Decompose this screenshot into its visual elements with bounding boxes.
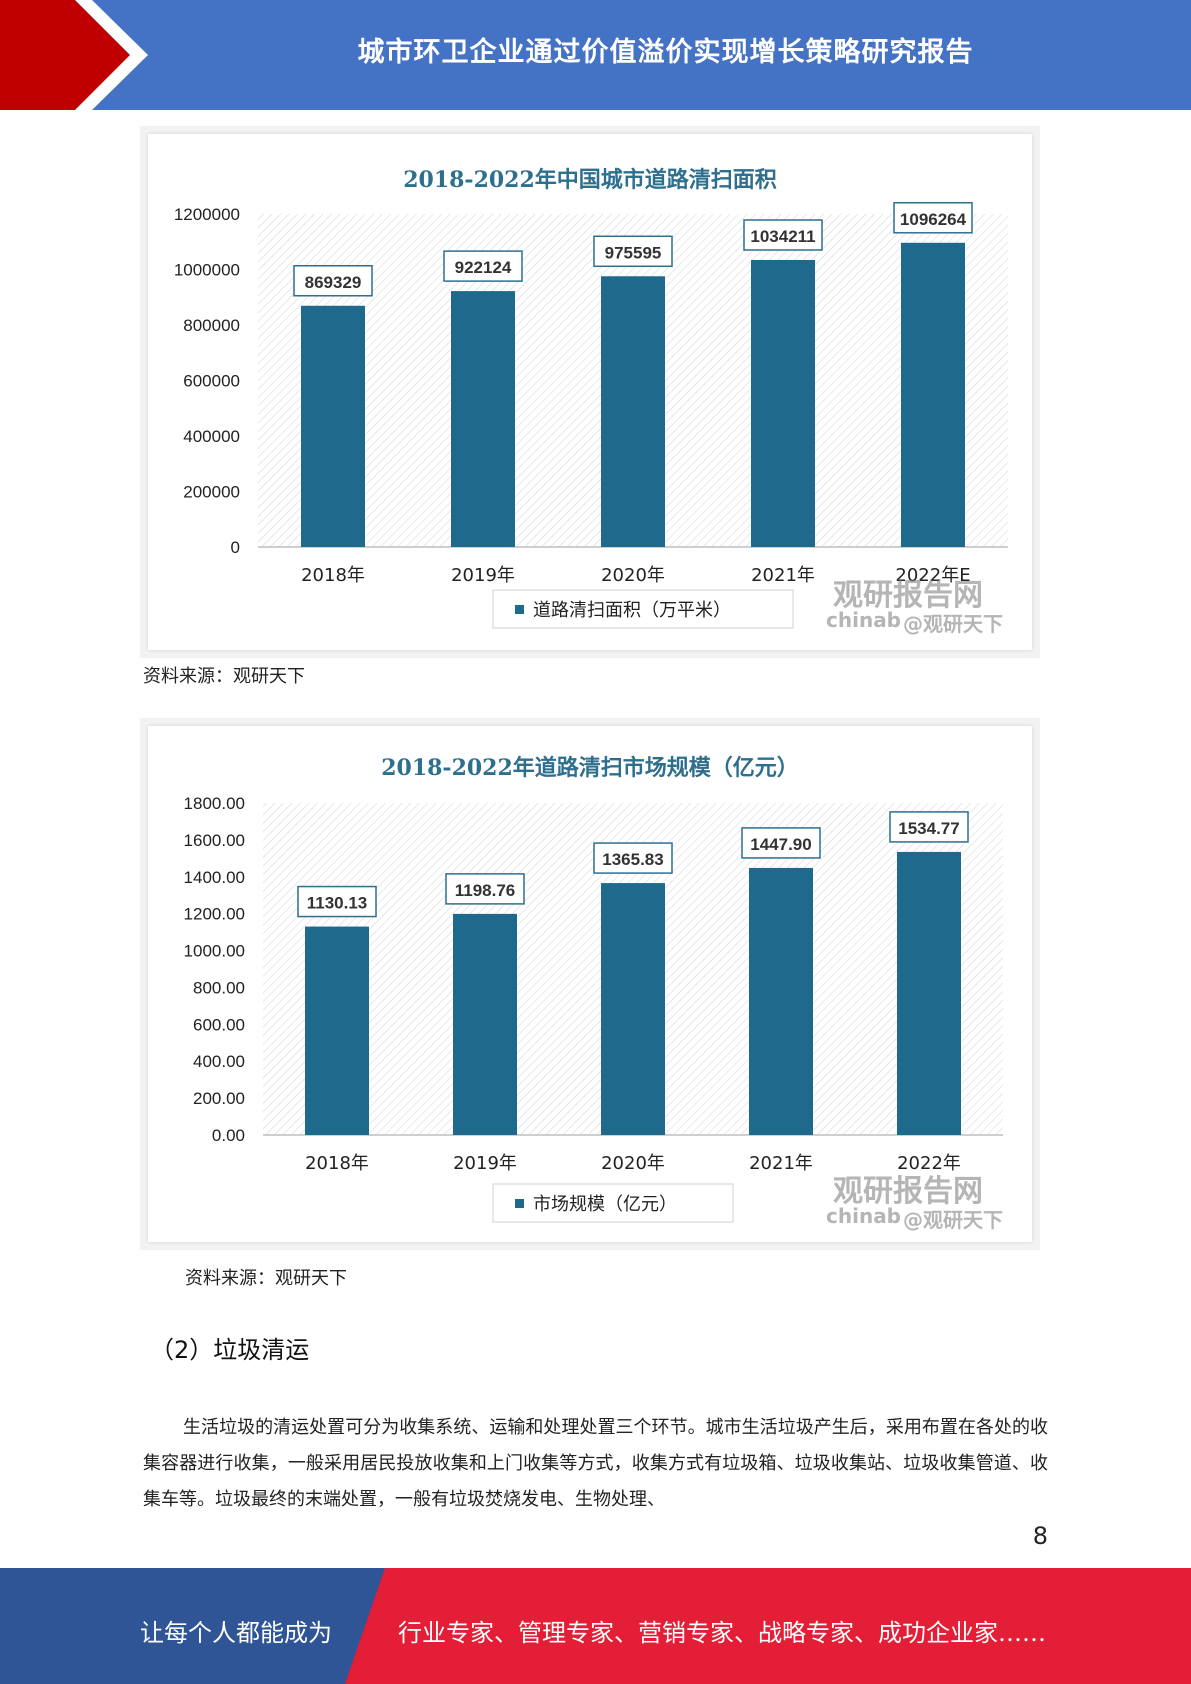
- x-tick-label: 2022年: [897, 1153, 961, 1174]
- watermark-handle-2: @观研天下: [903, 1208, 1003, 1232]
- data-label-box: [443, 250, 523, 282]
- legend-swatch: [515, 1199, 524, 1208]
- data-label-box: [297, 885, 377, 918]
- x-tick-label: 2021年: [751, 565, 815, 586]
- y-tick-label: 1600.00: [184, 831, 245, 850]
- footer-slogan-left: 让每个人都能成为: [140, 1619, 332, 1647]
- data-label-box: [743, 219, 823, 251]
- page-number: 8: [1032, 1522, 1048, 1550]
- y-tick-label: 1200.00: [184, 905, 245, 924]
- bar-2018年: [305, 926, 369, 1135]
- watermark-handle-1: @观研天下: [903, 612, 1003, 636]
- bar-2020年: [601, 276, 665, 547]
- data-label: 1534.77: [898, 819, 959, 838]
- data-label: 975595: [605, 243, 662, 262]
- y-tick-label: 600000: [183, 372, 240, 391]
- body-paragraph: 生活垃圾的清运处置可分为收集系统、运输和处理处置三个环节。城市生活垃圾产生后，采…: [143, 1417, 1048, 1510]
- data-label: 1365.83: [602, 850, 663, 869]
- y-tick-label: 1000000: [174, 261, 240, 280]
- section-heading: （2）垃圾清运: [150, 1336, 310, 1364]
- watermark-domain-1: chinab: [826, 608, 901, 632]
- x-tick-label: 2020年: [601, 565, 665, 586]
- data-label-box: [893, 202, 973, 234]
- legend-label: 道路清扫面积（万平米）: [533, 600, 731, 621]
- y-tick-label: 800.00: [193, 978, 245, 997]
- data-label-box: [593, 842, 673, 874]
- page-header: 城市环卫企业通过价值溢价实现增长策略研究报告: [0, 0, 1191, 110]
- footer-background: [0, 1568, 1191, 1684]
- y-tick-label: 1000.00: [184, 942, 245, 961]
- chart-title-2: 2018-2022年道路清扫市场规模（亿元）: [381, 755, 799, 781]
- x-tick-label: 2019年: [451, 565, 515, 586]
- legend-box: [492, 589, 794, 629]
- x-tick-label: 2022年E: [895, 565, 970, 586]
- x-tick-label: 2018年: [305, 1153, 369, 1174]
- data-label: 1096264: [900, 210, 967, 229]
- y-tick-label: 600.00: [193, 1015, 245, 1034]
- bar-2020年: [601, 883, 665, 1135]
- x-tick-label: 2020年: [601, 1153, 665, 1174]
- watermark-brand-1: 观研报告网: [833, 578, 983, 613]
- footer-slogan-right: 行业专家、管理专家、营销专家、战略专家、成功企业家……: [398, 1619, 1046, 1647]
- y-tick-label: 400000: [183, 427, 240, 446]
- y-tick-label: 200.00: [193, 1089, 245, 1108]
- report-title: 城市环卫企业通过价值溢价实现增长策略研究报告: [357, 37, 974, 68]
- legend-swatch: [515, 605, 524, 614]
- y-tick-label: 1400.00: [184, 868, 245, 887]
- header-red-arrow: [0, 0, 148, 110]
- page-footer: 让每个人都能成为 行业专家、管理专家、营销专家、战略专家、成功企业家……: [0, 1568, 1191, 1684]
- data-label: 1130.13: [307, 894, 368, 913]
- y-tick-label: 400.00: [193, 1052, 245, 1071]
- data-label: 869329: [305, 273, 362, 292]
- y-tick-label: 0.00: [212, 1126, 245, 1145]
- data-label-box: [445, 873, 525, 905]
- source-note-2: 资料来源：观研天下: [185, 1268, 347, 1289]
- chart-title-1: 2018-2022年中国城市道路清扫面积: [403, 167, 777, 193]
- watermark-domain-2: chinab: [826, 1204, 901, 1228]
- data-label: 1198.76: [455, 881, 516, 900]
- source-note-1: 资料来源：观研天下: [143, 666, 305, 687]
- y-tick-label: 200000: [183, 483, 240, 502]
- bar-2019年: [451, 291, 515, 547]
- data-label-box: [889, 811, 969, 843]
- chart-panel-1: 2018-2022年中国城市道路清扫面积 0 200000 400000 600000…: [140, 126, 1040, 658]
- x-tick-label: 2021年: [749, 1153, 813, 1174]
- data-label: 1447.90: [750, 835, 811, 854]
- chart-1: 0 200000 400000 600000 800000 1000000 1200000 8…: [174, 202, 1008, 629]
- bar-2022年: [897, 851, 961, 1135]
- chart-2: 0.00 200.00 400.00 600.00 800.00 1000.00 1200.…: [184, 794, 1003, 1223]
- legend-label: 市场规模（亿元）: [533, 1194, 677, 1215]
- bar-2021年: [751, 260, 815, 547]
- y-tick-label: 800000: [183, 316, 240, 335]
- y-tick-label: 0: [231, 538, 240, 557]
- bar-2021年: [749, 867, 813, 1135]
- bar-2019年: [453, 913, 517, 1135]
- y-tick-label: 1800.00: [184, 794, 245, 813]
- data-label-box: [741, 827, 821, 859]
- data-label: 1034211: [750, 227, 815, 246]
- data-label: 922124: [455, 258, 512, 277]
- data-label-box: [293, 265, 373, 297]
- bar-2018年: [301, 305, 365, 547]
- watermark-brand-2: 观研报告网: [833, 1174, 983, 1209]
- chart-panel-2: 2018-2022年道路清扫市场规模（亿元） 0.00 200.00 400.00 6…: [140, 718, 1040, 1250]
- y-tick-label: 1200000: [174, 205, 240, 224]
- x-tick-label: 2019年: [453, 1153, 517, 1174]
- x-tick-label: 2018年: [301, 565, 365, 586]
- data-label-box: [593, 235, 673, 268]
- legend-box: [492, 1183, 734, 1223]
- bar-2022年E: [901, 242, 965, 547]
